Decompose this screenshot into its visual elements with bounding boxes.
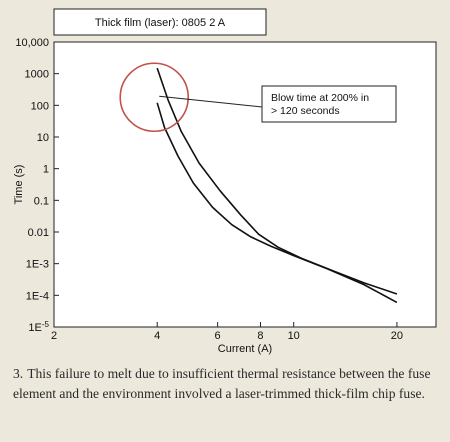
- figure-caption: 3. This failure to melt due to insufficie…: [13, 364, 438, 404]
- y-axis-label: Time (s): [13, 165, 25, 205]
- highlight-circle: [119, 62, 190, 133]
- chart-title: Thick film (laser): 0805 2 A: [95, 17, 226, 29]
- y-tick-label: 1: [43, 164, 49, 176]
- x-tick-label: 20: [391, 330, 403, 342]
- y-tick-label: 0.01: [28, 227, 49, 239]
- x-tick-label: 4: [154, 330, 160, 342]
- annotation-text: Blow time at 200% in > 120 seconds: [271, 92, 369, 117]
- plot-area: [53, 41, 437, 328]
- x-tick-label: 2: [51, 330, 57, 342]
- y-tick-label: 1000: [25, 69, 49, 81]
- y-tick-label: 1E-3: [26, 259, 49, 271]
- x-tick-label: 8: [257, 330, 263, 342]
- fuse-chart: Thick film (laser): 0805 2 A 10,000 1000 1…: [13, 8, 437, 355]
- y-tick-label: 0.1: [34, 195, 49, 207]
- y-tick-label: 1E-5: [28, 320, 49, 334]
- caption-text: This failure to melt due to insufficient…: [13, 366, 431, 401]
- x-tick-label: 10: [288, 330, 300, 342]
- x-axis-label: Current (A): [218, 343, 272, 355]
- series-line-2: [156, 102, 398, 304]
- y-tick-label: 10,000: [15, 37, 49, 49]
- y-tick-label: 100: [31, 100, 49, 112]
- chart-title-box: [53, 8, 267, 36]
- caption-number: 3.: [13, 366, 24, 381]
- annotation-leader: [159, 95, 263, 108]
- y-tick-label: 10: [37, 132, 49, 144]
- annotation-box: [261, 85, 397, 123]
- y-tick-label: 1E-4: [26, 290, 49, 302]
- x-tick-label: 6: [215, 330, 221, 342]
